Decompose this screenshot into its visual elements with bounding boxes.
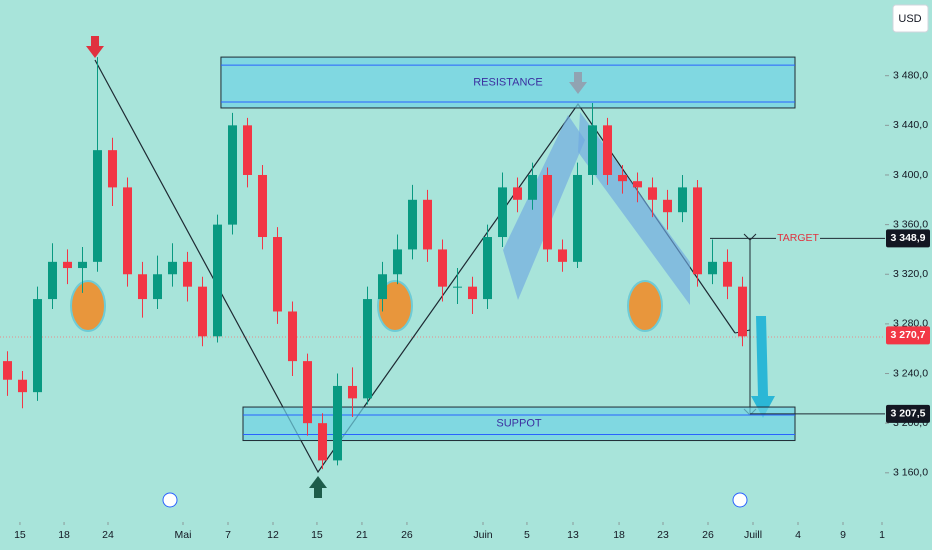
candle-body (78, 261, 87, 269)
candle-body (93, 150, 102, 262)
candle-body (708, 261, 717, 275)
zone-label: SUPPOT (496, 418, 542, 430)
candle-body (618, 174, 627, 182)
marker-circle (627, 280, 663, 332)
candle-body (408, 199, 417, 250)
candle-body (48, 261, 57, 300)
candle-body (348, 385, 357, 399)
target-label-bg (776, 231, 820, 246)
x-tick-label: 7 (225, 529, 231, 541)
x-tick-label: 18 (58, 529, 70, 541)
target-label: TARGET (777, 232, 819, 244)
event-icon (162, 492, 748, 508)
up-arrow (309, 476, 327, 498)
marker-circle (70, 280, 106, 332)
candle-body (588, 125, 597, 175)
x-tick-label: Juin (473, 529, 492, 541)
candle-body (228, 125, 237, 225)
x-tick-label: 4 (795, 529, 801, 541)
y-tick-label: 3 480,0 (893, 69, 928, 81)
candle-body (573, 174, 582, 262)
candle-body (33, 299, 42, 393)
x-tick-label: 15 (14, 529, 26, 541)
candle-body (153, 274, 162, 300)
x-tick-label: 23 (657, 529, 669, 541)
price-tag-label: 3 207,5 (890, 408, 925, 420)
currency-box[interactable] (892, 4, 929, 33)
candle-body (468, 286, 477, 300)
x-tick-label: 18 (613, 529, 625, 541)
candle-body (363, 299, 372, 399)
x-tick-label: 9 (840, 529, 846, 541)
candle-body (723, 261, 732, 287)
candle-body (288, 311, 297, 362)
candle-body (273, 237, 282, 312)
candle-body (168, 261, 177, 275)
candle-body (453, 286, 462, 288)
x-tick-label: 12 (267, 529, 279, 541)
y-tick-label: 3 240,0 (893, 367, 928, 379)
candle-body (648, 187, 657, 200)
candle-body (678, 187, 687, 213)
candle-body (138, 274, 147, 300)
candle-body (498, 187, 507, 238)
candle-body (213, 224, 222, 337)
candle-body (513, 187, 522, 200)
x-tick-label: 24 (102, 529, 114, 541)
candle-body (243, 125, 252, 175)
candle-body (183, 261, 192, 287)
candle-body (483, 237, 492, 300)
candle-body (108, 150, 117, 188)
price-tag (886, 229, 930, 248)
x-tick-label: Mai (175, 529, 192, 541)
candle-body (123, 187, 132, 275)
candle-body (378, 274, 387, 300)
candle-body (543, 174, 552, 250)
candle-body (633, 181, 642, 188)
candle-body (558, 249, 567, 262)
candle-body (3, 361, 12, 380)
target-arrow (751, 316, 775, 418)
candle-body (258, 174, 267, 238)
price-tag-label: 3 270,7 (890, 329, 925, 341)
candle-body (603, 125, 612, 175)
candle-body (63, 261, 72, 269)
price-tag-label: 3 348,9 (890, 232, 925, 244)
candle-body (423, 199, 432, 250)
candle-body (528, 174, 537, 200)
candle-body (303, 361, 312, 424)
x-tick-label: 26 (401, 529, 413, 541)
candle-body (333, 385, 342, 461)
y-tick-label: 3 320,0 (893, 268, 928, 280)
candle-body (198, 286, 207, 337)
y-tick-label: 3 160,0 (893, 467, 928, 479)
x-tick-label: 13 (567, 529, 579, 541)
down-arrow (86, 36, 104, 58)
x-tick-label: 26 (702, 529, 714, 541)
candle-body (393, 249, 402, 275)
price-tag (886, 404, 930, 423)
y-tick-label: 3 400,0 (893, 169, 928, 181)
x-tick-label: 21 (356, 529, 368, 541)
candle-body (738, 286, 747, 337)
x-tick-label: 15 (311, 529, 323, 541)
y-tick-label: 3 360,0 (893, 218, 928, 230)
price-tag (886, 326, 930, 345)
candle-body (663, 199, 672, 213)
candle-body (438, 249, 447, 287)
x-tick-label: 1 (879, 529, 885, 541)
currency[interactable]: USD (898, 13, 921, 25)
zone-label: RESISTANCE (473, 76, 542, 88)
candle-body (693, 187, 702, 275)
candle-body (318, 423, 327, 461)
candle-body (18, 379, 27, 393)
y-tick-label: 3 440,0 (893, 119, 928, 131)
x-tick-label: Juill (744, 529, 762, 541)
x-tick-label: 5 (524, 529, 530, 541)
